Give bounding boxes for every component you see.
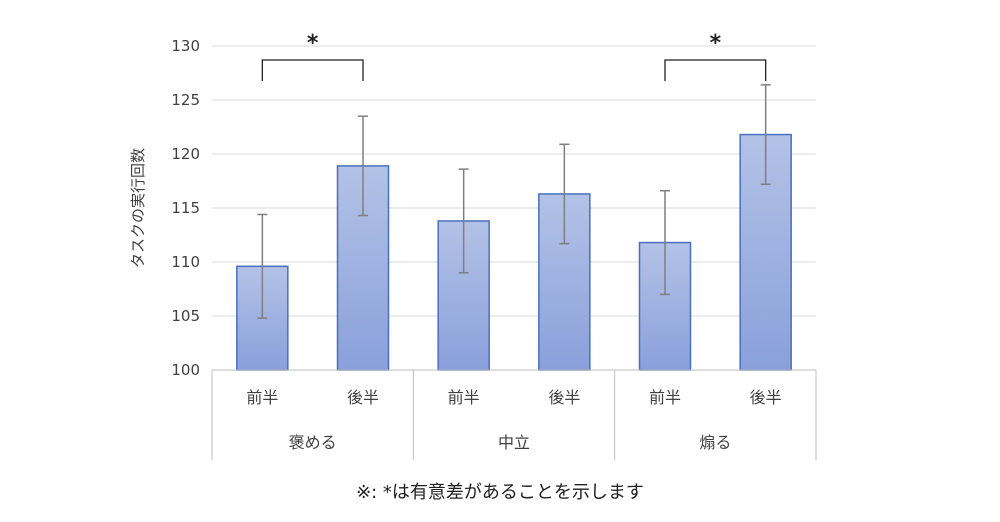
y-axis: 100 105 110 115 120 125 130 (171, 37, 200, 379)
y-tick-label: 125 (171, 91, 200, 109)
y-tick-label: 115 (171, 199, 200, 217)
bars (236, 133, 792, 371)
group-label: 煽る (699, 433, 731, 452)
group-label: 褒める (289, 433, 337, 452)
y-axis-label: タスクの実行回数 (129, 148, 147, 268)
y-tick-label: 110 (171, 253, 200, 271)
x-tick-label: 前半 (448, 388, 480, 407)
footnote: ※: *は有意差があることを示します (356, 482, 644, 503)
x-tick-label: 前半 (649, 388, 681, 407)
grid (212, 45, 816, 317)
error-bars (257, 84, 771, 319)
group-label: 中立 (498, 433, 530, 452)
x-tick-label: 後半 (750, 388, 782, 407)
significance-marker: * (710, 31, 722, 56)
x-tick-label: 前半 (246, 388, 278, 407)
y-tick-label: 100 (171, 361, 200, 379)
x-tick-label: 後半 (548, 388, 580, 407)
significance-marker: * (307, 31, 319, 56)
y-tick-label: 105 (171, 307, 200, 325)
significance-brackets: * * (261, 31, 767, 81)
y-tick-label: 120 (171, 145, 200, 163)
significance-bracket (664, 59, 767, 81)
x-tick-label: 後半 (347, 388, 379, 407)
significance-bracket (261, 59, 364, 81)
y-tick-label: 130 (171, 37, 200, 55)
